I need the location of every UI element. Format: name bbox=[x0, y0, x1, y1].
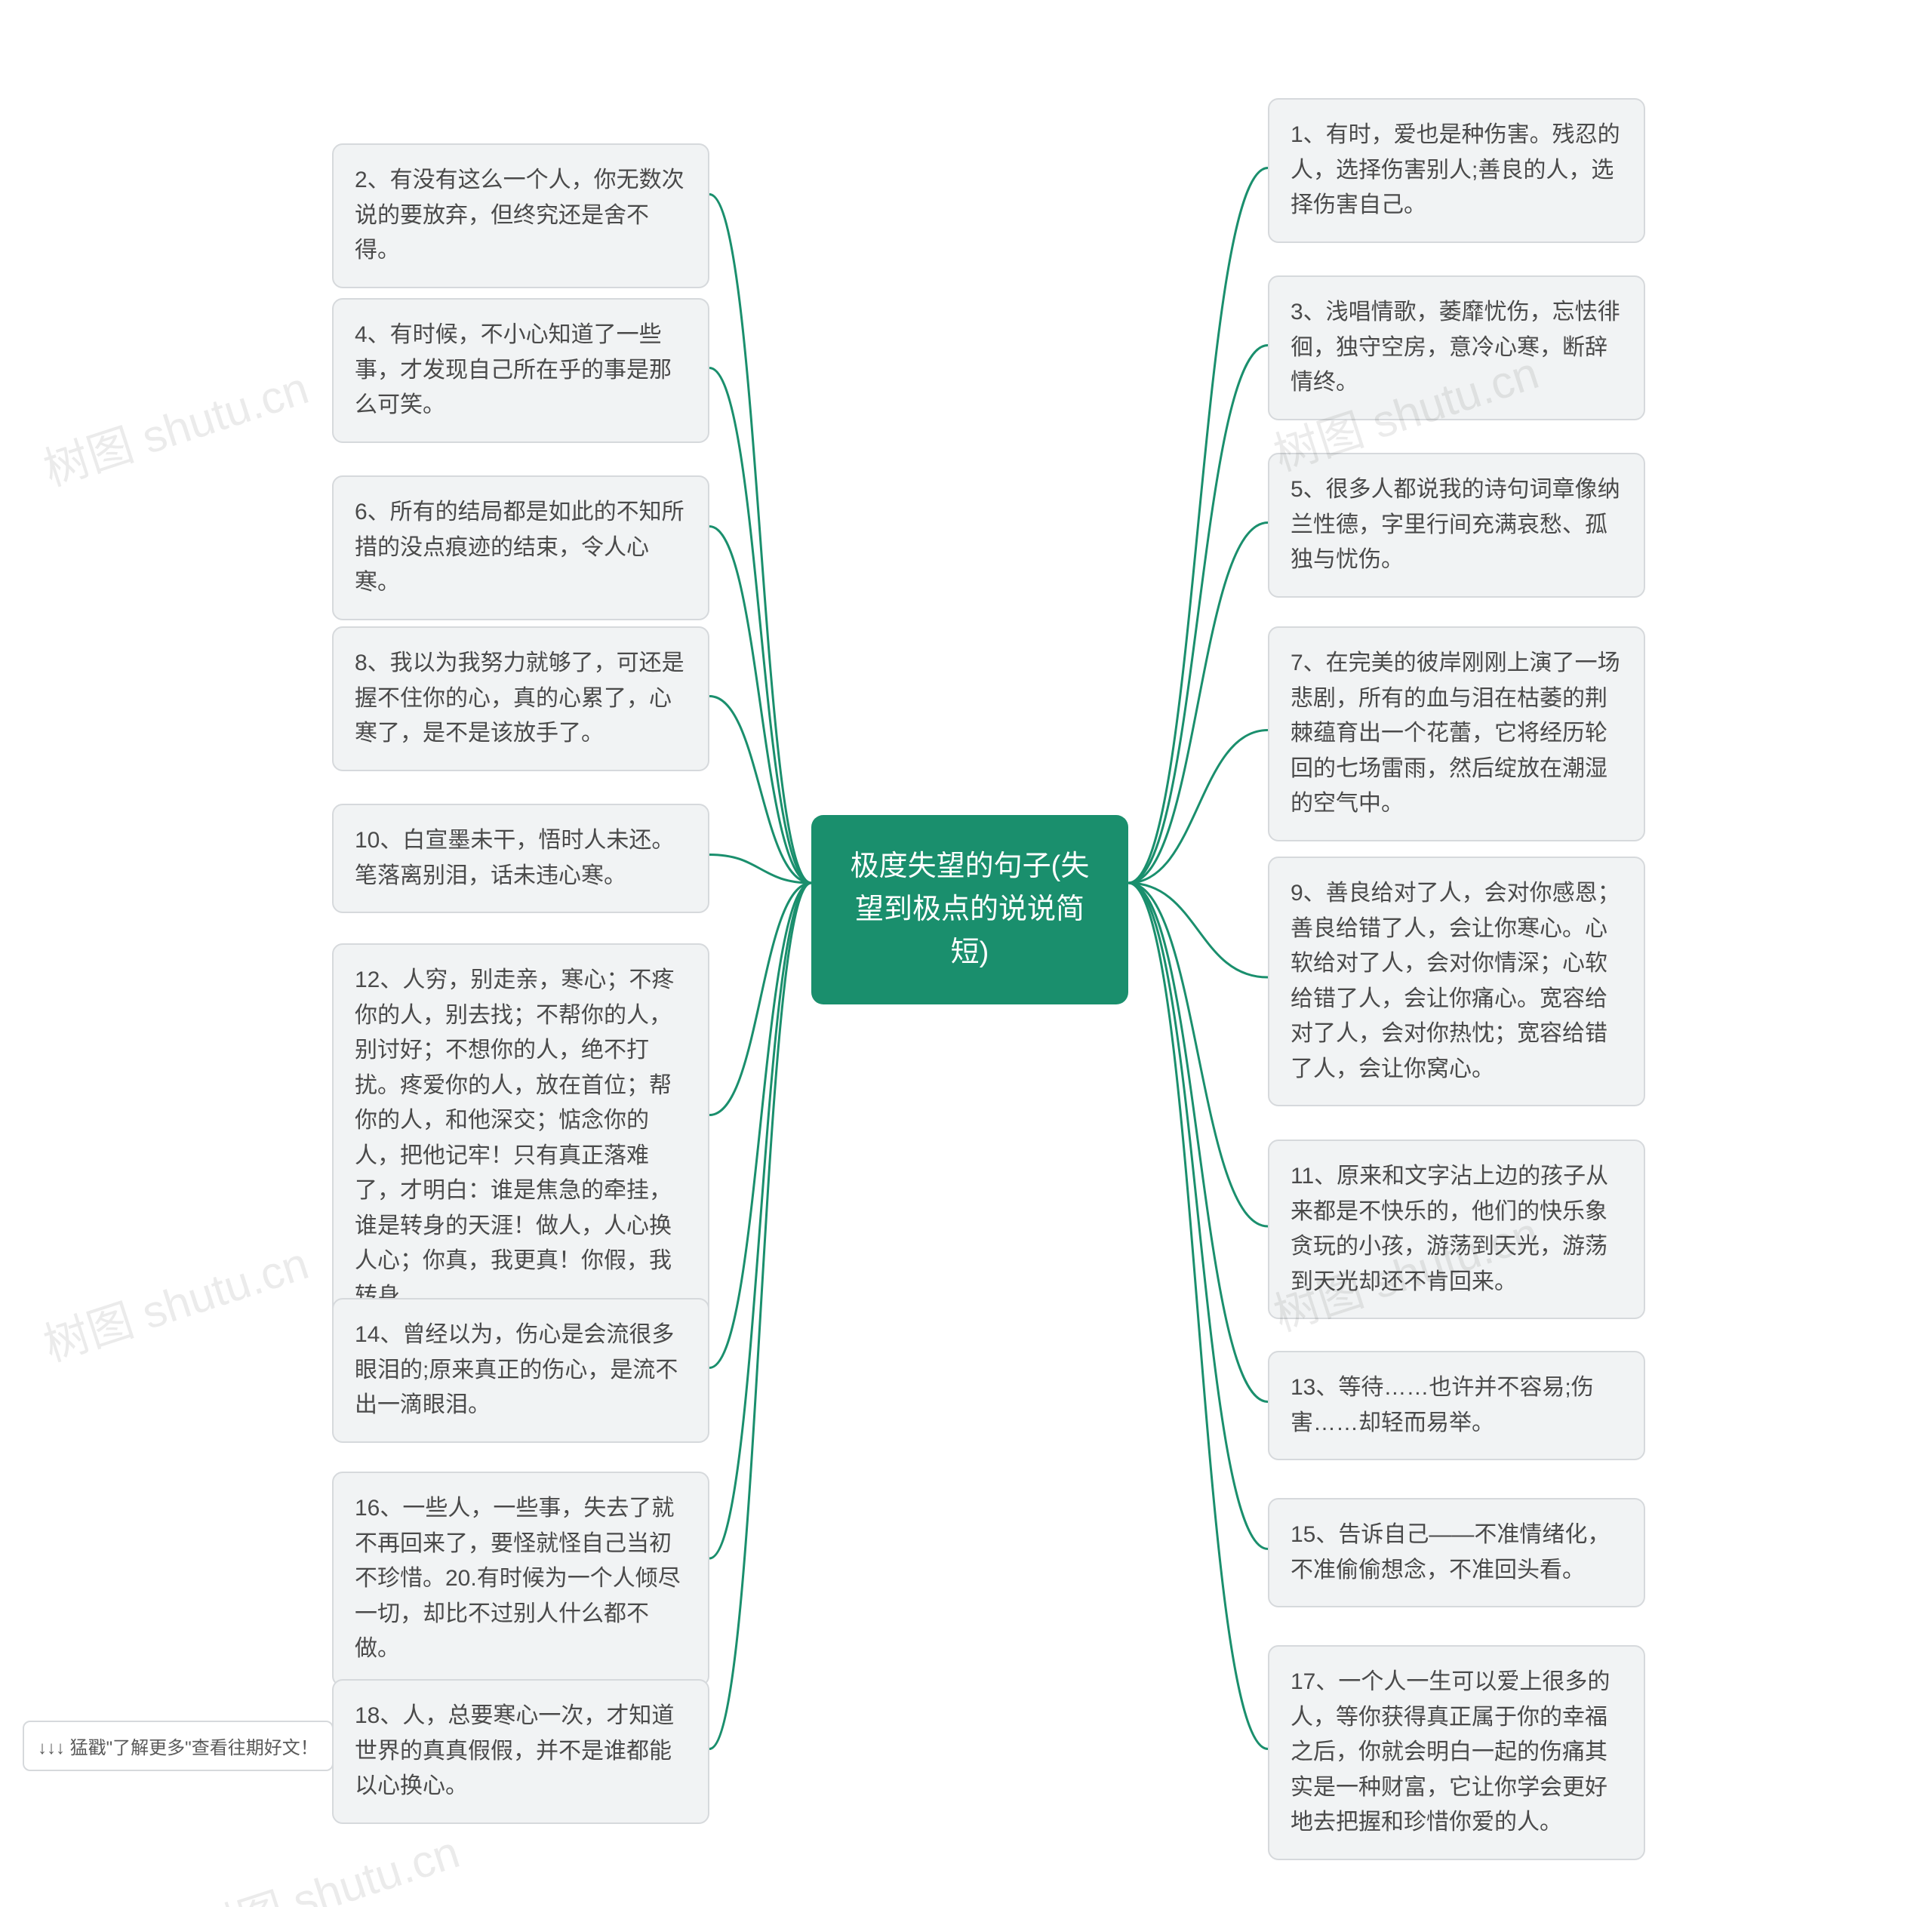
watermark-text: 树图 shutu.cn bbox=[38, 362, 314, 495]
node-10[interactable]: 10、白宣墨未干，悟时人未还。笔落离别泪，话未违心寒。 bbox=[332, 804, 709, 913]
center-node[interactable]: 极度失望的句子(失望到极点的说说简短) bbox=[811, 815, 1128, 1004]
node-9[interactable]: 9、善良给对了人，会对你感恩；善良给错了人，会让你寒心。心软给对了人，会对你情深… bbox=[1268, 857, 1645, 1106]
node-3[interactable]: 3、浅唱情歌，萎靡忧伤，忘怯徘徊，独守空房，意冷心寒，断辞情终。 bbox=[1268, 275, 1645, 420]
node-8[interactable]: 8、我以为我努力就够了，可还是握不住你的心，真的心累了，心寒了，是不是该放手了。 bbox=[332, 626, 709, 771]
watermark: 树图 shutu.cn bbox=[34, 352, 315, 499]
node-6[interactable]: 6、所有的结局都是如此的不知所措的没点痕迹的结束，令人心寒。 bbox=[332, 475, 709, 620]
node-6-text: 6、所有的结局都是如此的不知所措的没点痕迹的结束，令人心寒。 bbox=[355, 500, 685, 595]
node-12[interactable]: 12、人穷，别走亲，寒心；不疼你的人，别去找；不帮你的人，别讨好；不想你的人，绝… bbox=[332, 943, 709, 1333]
node-11[interactable]: 11、原来和文字沾上边的孩子从来都是不快乐的，他们的快乐象贪玩的小孩，游荡到天光… bbox=[1268, 1140, 1645, 1319]
node-2[interactable]: 2、有没有这么一个人，你无数次说的要放弃，但终究还是舍不得。 bbox=[332, 143, 709, 288]
sub-node-text: ↓↓↓ 猛戳"了解更多"查看往期好文！ bbox=[38, 1738, 318, 1758]
node-14-text: 14、曾经以为，伤心是会流很多眼泪的;原来真正的伤心，是流不出一滴眼泪。 bbox=[355, 1322, 678, 1417]
node-13-text: 13、等待……也许并不容易;伤害……却轻而易举。 bbox=[1291, 1375, 1594, 1435]
node-16[interactable]: 16、一些人，一些事，失去了就不再回来了，要怪就怪自己当初不珍惜。20.有时候为… bbox=[332, 1472, 709, 1687]
node-1-text: 1、有时，爱也是种伤害。残忍的人，选择伤害别人;善良的人，选择伤害自己。 bbox=[1291, 122, 1620, 217]
node-1[interactable]: 1、有时，爱也是种伤害。残忍的人，选择伤害别人;善良的人，选择伤害自己。 bbox=[1268, 98, 1645, 243]
node-10-text: 10、白宣墨未干，悟时人未还。笔落离别泪，话未违心寒。 bbox=[355, 828, 674, 888]
node-17-text: 17、一个人一生可以爱上很多的人，等你获得真正属于你的幸福之后，你就会明白一起的… bbox=[1291, 1669, 1610, 1835]
node-14[interactable]: 14、曾经以为，伤心是会流很多眼泪的;原来真正的伤心，是流不出一滴眼泪。 bbox=[332, 1298, 709, 1443]
node-18[interactable]: 18、人，总要寒心一次，才知道世界的真真假假，并不是谁都能以心换心。 bbox=[332, 1679, 709, 1824]
node-4[interactable]: 4、有时候，不小心知道了一些事，才发现自己所在乎的事是那么可笑。 bbox=[332, 298, 709, 443]
sub-node-more[interactable]: ↓↓↓ 猛戳"了解更多"查看往期好文！ bbox=[23, 1721, 334, 1771]
watermark: 树图 shutu.cn bbox=[185, 1816, 466, 1907]
node-5-text: 5、很多人都说我的诗句词章像纳兰性德，字里行间充满哀愁、孤独与忧伤。 bbox=[1291, 477, 1620, 572]
node-13[interactable]: 13、等待……也许并不容易;伤害……却轻而易举。 bbox=[1268, 1351, 1645, 1460]
watermark-text: 树图 shutu.cn bbox=[38, 1238, 314, 1370]
node-9-text: 9、善良给对了人，会对你感恩；善良给错了人，会让你寒心。心软给对了人，会对你情深… bbox=[1291, 881, 1620, 1081]
watermark-text: 树图 shutu.cn bbox=[189, 1826, 465, 1907]
node-5[interactable]: 5、很多人都说我的诗句词章像纳兰性德，字里行间充满哀愁、孤独与忧伤。 bbox=[1268, 453, 1645, 598]
node-3-text: 3、浅唱情歌，萎靡忧伤，忘怯徘徊，独守空房，意冷心寒，断辞情终。 bbox=[1291, 300, 1620, 395]
node-11-text: 11、原来和文字沾上边的孩子从来都是不快乐的，他们的快乐象贪玩的小孩，游荡到天光… bbox=[1291, 1164, 1608, 1294]
node-15-text: 15、告诉自己——不准情绪化，不准偷偷想念，不准回头看。 bbox=[1291, 1522, 1610, 1583]
node-4-text: 4、有时候，不小心知道了一些事，才发现自己所在乎的事是那么可笑。 bbox=[355, 322, 672, 417]
node-17[interactable]: 17、一个人一生可以爱上很多的人，等你获得真正属于你的幸福之后，你就会明白一起的… bbox=[1268, 1645, 1645, 1860]
node-7-text: 7、在完美的彼岸刚刚上演了一场悲剧，所有的血与泪在枯萎的荆棘蕴育出一个花蕾，它将… bbox=[1291, 651, 1620, 816]
node-12-text: 12、人穷，别走亲，寒心；不疼你的人，别去找；不帮你的人，别讨好；不想你的人，绝… bbox=[355, 967, 674, 1309]
watermark: 树图 shutu.cn bbox=[34, 1227, 315, 1374]
node-15[interactable]: 15、告诉自己——不准情绪化，不准偷偷想念，不准回头看。 bbox=[1268, 1498, 1645, 1607]
node-18-text: 18、人，总要寒心一次，才知道世界的真真假假，并不是谁都能以心换心。 bbox=[355, 1703, 674, 1798]
mindmap-canvas: 极度失望的句子(失望到极点的说说简短) 2、有没有这么一个人，你无数次说的要放弃… bbox=[0, 0, 1932, 1907]
node-16-text: 16、一些人，一些事，失去了就不再回来了，要怪就怪自己当初不珍惜。20.有时候为… bbox=[355, 1496, 681, 1661]
node-2-text: 2、有没有这么一个人，你无数次说的要放弃，但终究还是舍不得。 bbox=[355, 168, 685, 263]
center-text: 极度失望的句子(失望到极点的说说简短) bbox=[851, 850, 1090, 968]
node-8-text: 8、我以为我努力就够了，可还是握不住你的心，真的心累了，心寒了，是不是该放手了。 bbox=[355, 651, 685, 746]
node-7[interactable]: 7、在完美的彼岸刚刚上演了一场悲剧，所有的血与泪在枯萎的荆棘蕴育出一个花蕾，它将… bbox=[1268, 626, 1645, 841]
